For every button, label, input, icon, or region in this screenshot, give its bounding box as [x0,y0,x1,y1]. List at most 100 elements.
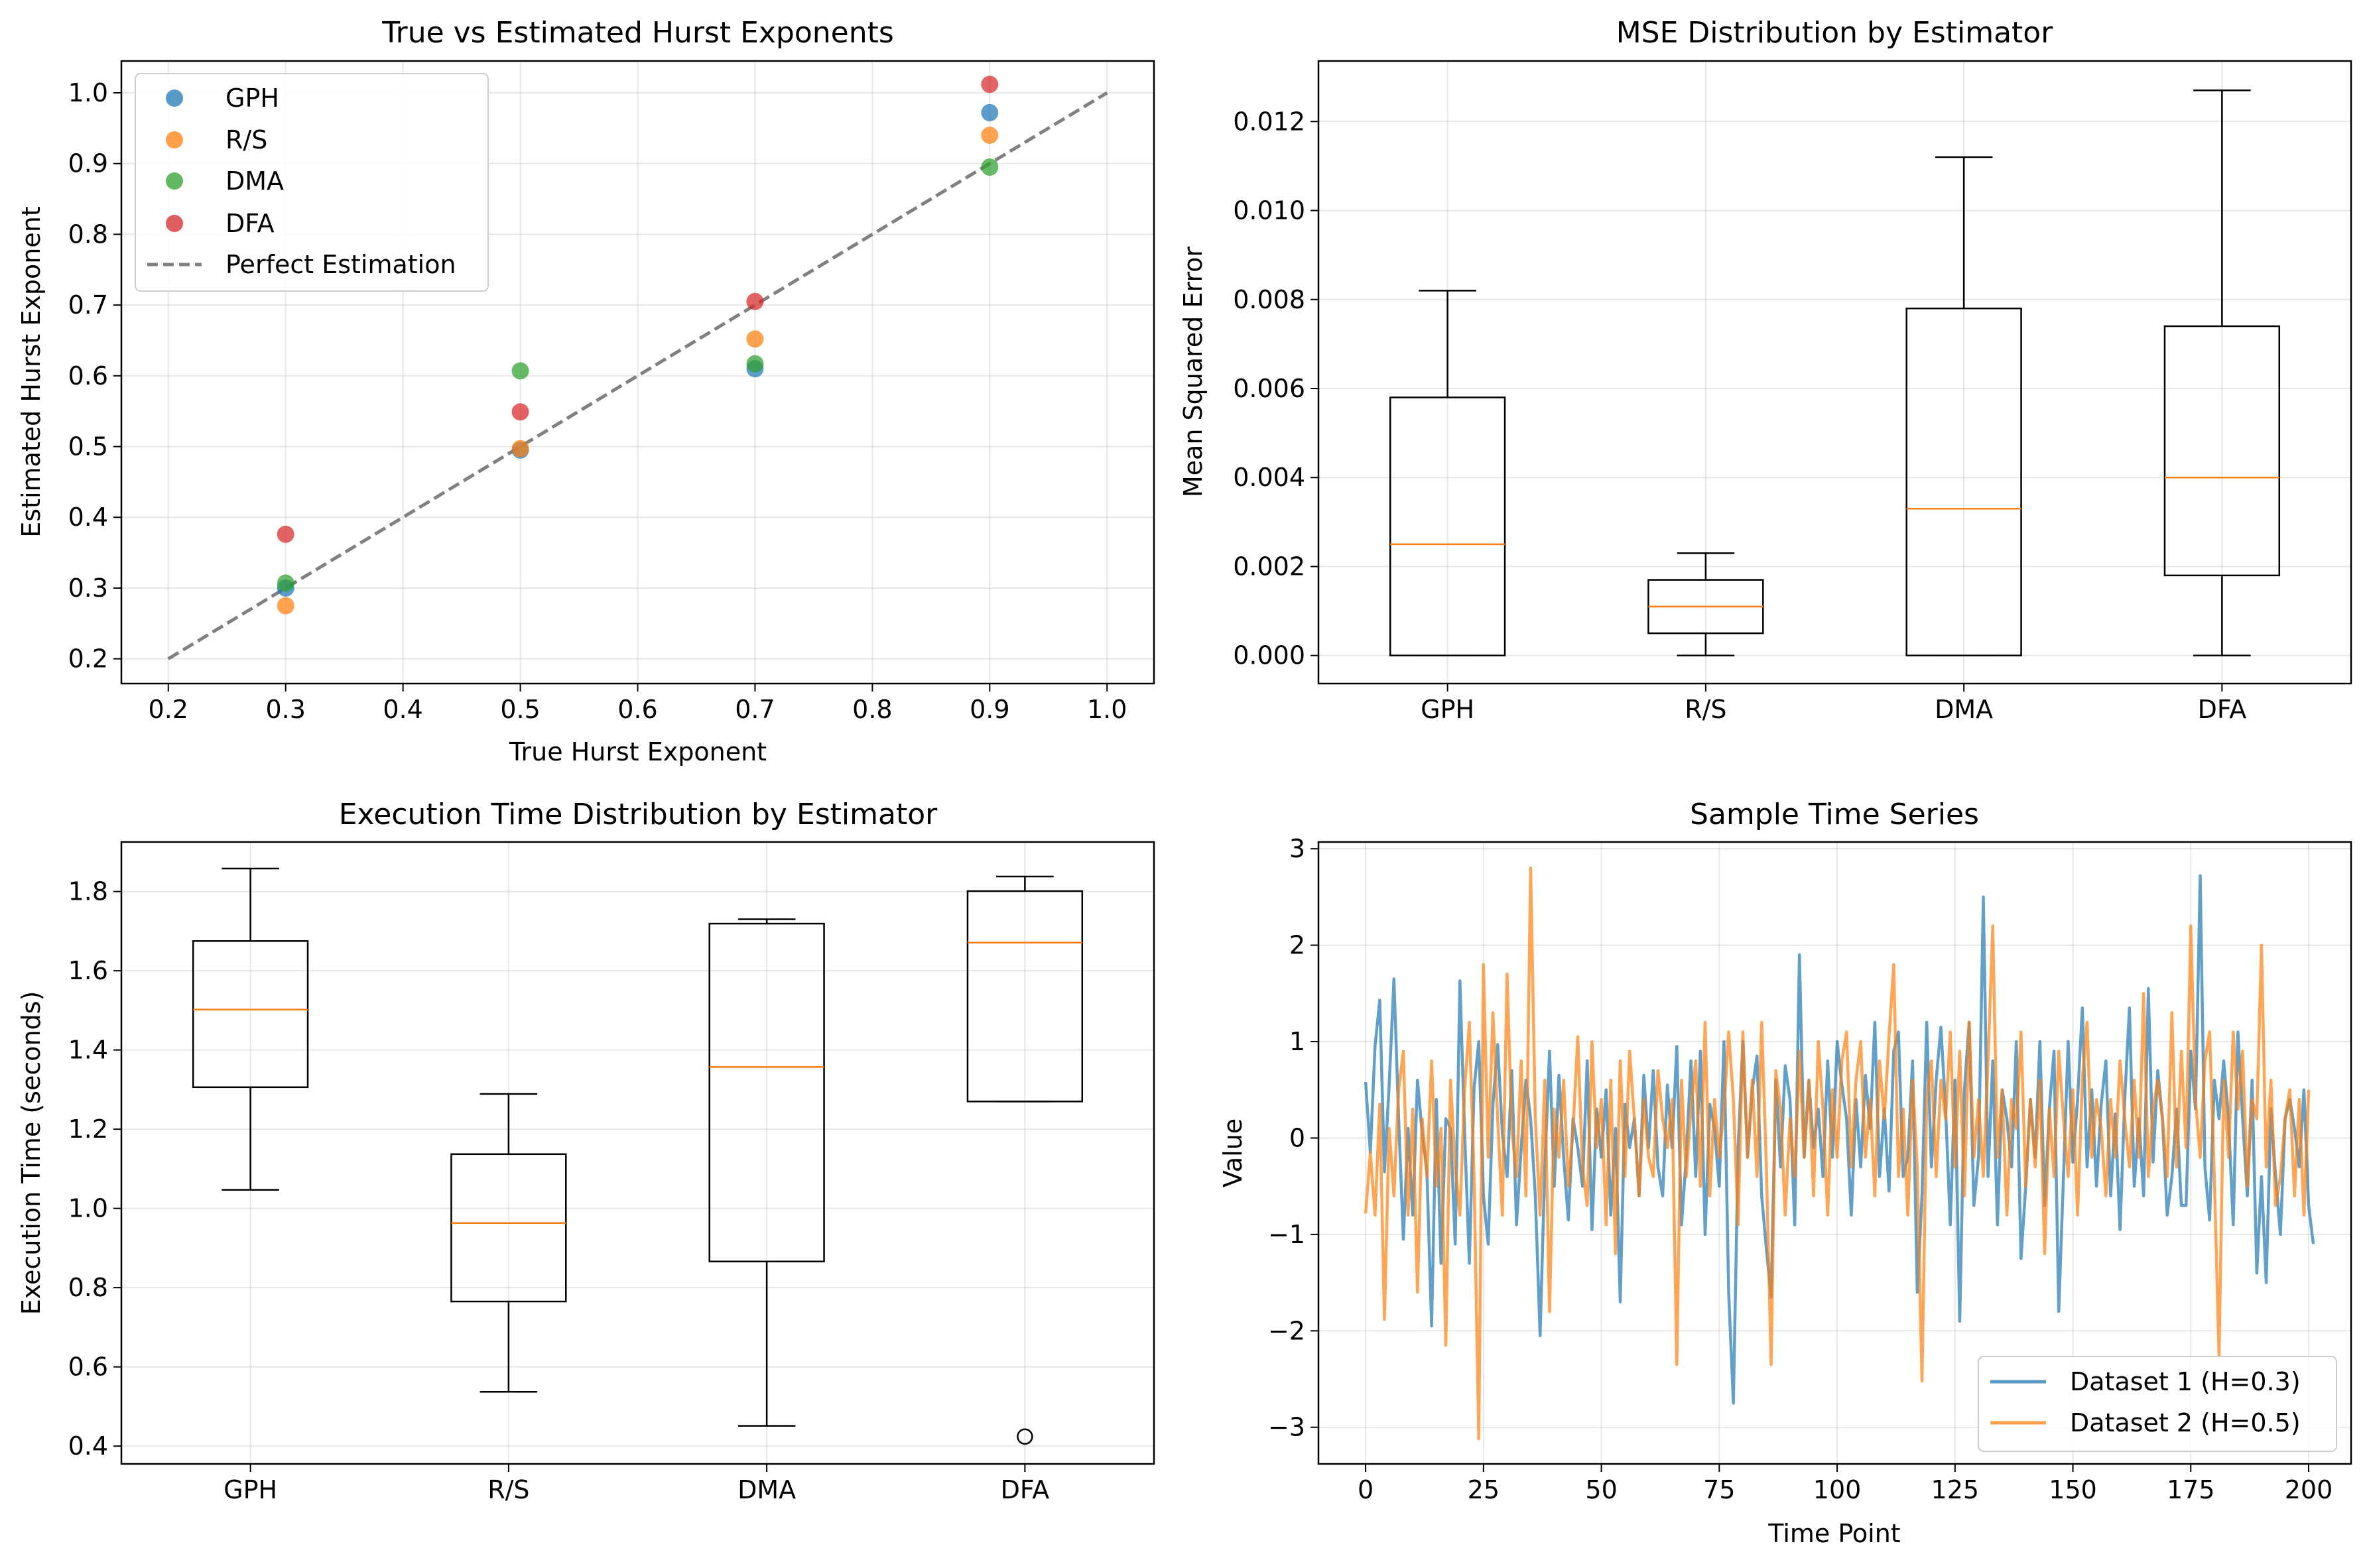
x-tick-label: 200 [2285,1475,2333,1504]
x-tick-label: 125 [1931,1475,1980,1504]
mse-panel: MSE Distribution by Estimator GPH R/S DMA D… [1179,16,2352,724]
box-dfa [966,875,1084,1445]
box-rs [450,1093,567,1393]
series-y-label: Value [1218,1118,1247,1187]
scatter-legend-frame [135,73,489,292]
series-x-ticks: 0 25 50 75 100 125 150 175 200 [1358,1464,2333,1504]
box-iqr [450,1153,567,1303]
x-tick-label: R/S [1685,695,1726,724]
series-legend: Dataset 1 (H=0.3) Dataset 2 (H=0.5) [1978,1356,2337,1452]
y-tick-label: −1 [1268,1220,1305,1249]
x-tick-label: DMA [737,1475,796,1504]
y-tick-label: 0.4 [68,503,108,532]
box-gph [1389,290,1506,656]
y-tick-label: 0.8 [68,219,108,249]
y-tick-label: −3 [1268,1413,1305,1442]
x-tick-label: 1.0 [1087,695,1127,724]
time-y-ticks: 0.4 0.6 0.8 1.0 1.2 1.4 1.6 1.8 [68,877,121,1461]
series-lines [1364,867,2315,1441]
scatter-point [511,440,529,457]
x-tick-label: GPH [224,1475,277,1504]
scatter-point [511,403,529,421]
scatter-point [277,574,294,592]
scatter-point [746,355,764,373]
x-tick-label: DFA [1001,1475,1050,1504]
scatter-y-ticks: 0.2 0.3 0.4 0.5 0.6 0.7 0.8 0.9 1.0 [68,78,121,674]
x-tick-label: 25 [1468,1475,1500,1504]
scatter-points [277,76,999,615]
scatter-point [511,362,529,380]
y-tick-label: 0.000 [1233,641,1305,670]
perfect-estimation-line [167,91,1108,660]
y-tick-label: 0.8 [68,1273,108,1302]
scatter-point [981,127,999,145]
legend-label-dataset1: Dataset 1 (H=0.3) [2070,1367,2301,1396]
y-tick-label: 1.6 [68,956,108,985]
x-tick-label: 0.8 [852,695,892,724]
box-dma [708,918,825,1427]
box-dma [1905,156,2022,656]
scatter-title: True vs Estimated Hurst Exponents [381,16,894,50]
outlier-point [1017,1428,1033,1445]
y-tick-label: 1.0 [68,78,108,107]
y-tick-label: 0.008 [1233,285,1305,314]
legend-label-perfect: Perfect Estimation [225,250,456,279]
scatter-y-label: Estimated Hurst Exponent [17,206,46,537]
y-tick-label: 0.2 [68,644,108,674]
time-title: Execution Time Distribution by Estimator [339,798,938,831]
x-tick-label: 50 [1585,1475,1617,1504]
y-tick-label: 0.012 [1233,107,1305,136]
y-tick-label: 0.006 [1233,374,1305,403]
y-tick-label: 0.002 [1233,552,1305,581]
scatter-point [746,292,764,310]
time-panel: Execution Time Distribution by Estimator… [17,798,1155,1504]
legend-marker-dma [166,172,183,190]
y-tick-label: 2 [1289,931,1305,960]
box-iqr [708,922,825,1262]
y-tick-label: 0.010 [1233,196,1305,225]
mse-boxes [1389,90,2281,656]
series-legend-frame [1978,1356,2337,1452]
box-dfa [2163,90,2281,656]
x-tick-label: 100 [1813,1475,1862,1504]
scatter-panel: True vs Estimated Hurst Exponents 0.2 0.3… [17,16,1155,766]
scatter-reference-line [167,91,1108,660]
x-tick-label: 0.3 [265,695,305,724]
y-tick-label: 0 [1289,1123,1305,1152]
series-y-ticks: −3 −2 −1 0 1 2 3 [1268,834,1318,1442]
mse-axes-frame [1317,60,2352,685]
y-tick-label: 0.5 [68,432,108,461]
scatter-legend: GPH R/S DMA DFA Perfect Estimation [135,73,489,292]
box-iqr [2163,325,2281,577]
time-axes-frame [120,841,1155,1465]
x-tick-label: GPH [1421,695,1474,724]
scatter-point [277,525,294,543]
legend-label-gph: GPH [225,84,279,113]
legend-marker-rs [166,131,183,149]
series-x-label: Time Point [1767,1519,1900,1548]
y-tick-label: 0.9 [68,149,108,178]
mse-y-ticks: 0.000 0.002 0.004 0.006 0.008 0.010 0.012 [1233,107,1318,670]
y-tick-label: 1.8 [68,877,108,906]
x-tick-label: 0.9 [970,695,1009,724]
time-y-label: Execution Time (seconds) [17,991,46,1315]
y-tick-label: 0.6 [68,1353,108,1382]
scatter-x-ticks: 0.2 0.3 0.4 0.5 0.6 0.7 0.8 0.9 1.0 [149,684,1127,724]
legend-label-dfa: DFA [225,209,275,238]
legend-label-rs: R/S [225,125,267,154]
y-tick-label: 1 [1289,1027,1305,1056]
y-tick-label: 1.4 [68,1036,108,1065]
scatter-point [277,597,294,615]
y-tick-label: 0.4 [68,1431,108,1461]
scatter-point [981,76,999,93]
scatter-point [746,330,764,348]
box-iqr [1389,396,1506,656]
x-tick-label: 150 [2049,1475,2097,1504]
legend-marker-dfa [166,215,183,232]
y-tick-label: 1.2 [68,1115,108,1144]
x-tick-label: 0.2 [149,695,188,724]
time-boxes [192,867,1084,1445]
y-tick-label: 0.004 [1233,463,1305,492]
x-tick-label: 75 [1703,1475,1735,1504]
